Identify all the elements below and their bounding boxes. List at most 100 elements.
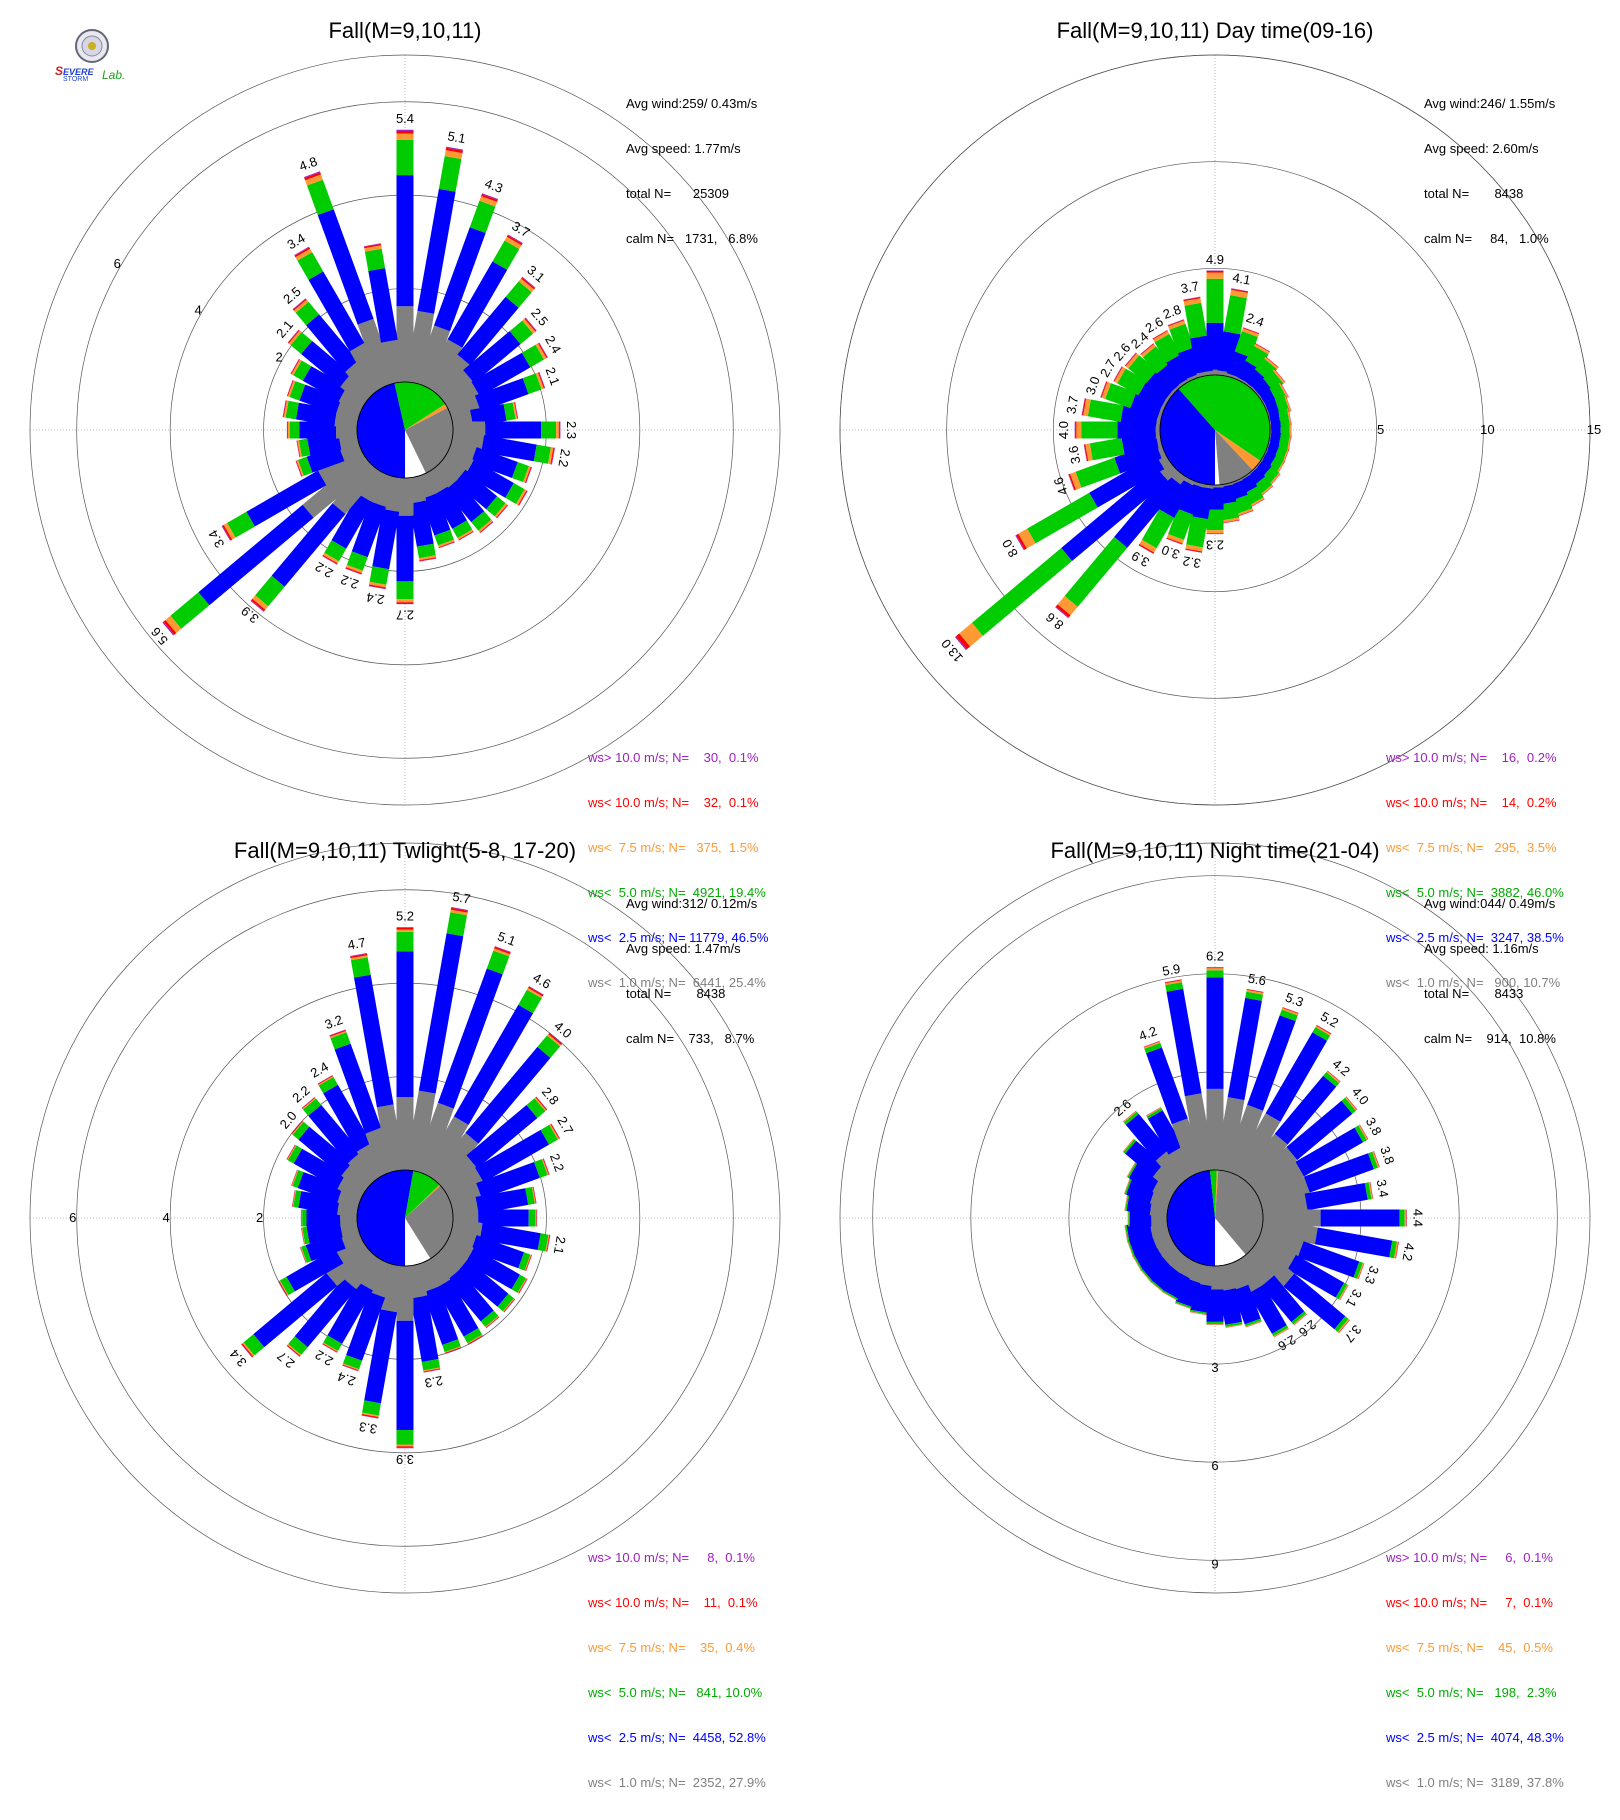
bar-segment-lt10 (536, 1210, 537, 1227)
bar-value-label: 4.9 (1206, 252, 1224, 267)
bar-segment-lt5 (302, 1210, 306, 1227)
bar-value-label: 2.6 (1275, 1332, 1298, 1354)
bar-value-label: 3.8 (1363, 1115, 1385, 1138)
bar-value-label: 2.3 (1206, 538, 1224, 553)
legend-lt10: ws< 10.0 m/s; N= 11, 0.1% (588, 1595, 766, 1610)
bar-value-label: 3.3 (1362, 1264, 1382, 1286)
legend-lt25: ws< 2.5 m/s; N= 4458, 52.8% (588, 1730, 766, 1745)
wind-stats: Avg wind:312/ 0.12m/s Avg speed: 1.47m/s… (626, 866, 757, 1076)
bar-value-label: 4.6 (1051, 475, 1071, 497)
bar-value-label: 5.2 (396, 909, 414, 924)
bar-segment-lt25 (485, 422, 541, 439)
bar-segment-lt25 (1321, 1210, 1400, 1227)
bar-segment-lt75 (1207, 273, 1224, 279)
calm-count: calm N= 84, 1.0% (1424, 231, 1555, 246)
legend-lt75: ws< 7.5 m/s; N= 45, 0.5% (1386, 1640, 1564, 1655)
ring-label: 3 (1211, 1360, 1218, 1375)
svg-text:STORM: STORM (63, 76, 88, 83)
bar-value-label: 5.1 (496, 928, 518, 948)
bar-value-label: 3.2 (323, 1012, 345, 1032)
panel-title: Fall(M=9,10,11) Night time(21-04) (810, 838, 1620, 864)
bar-segment-lt5 (439, 156, 462, 192)
bar-value-label: 5.7 (451, 889, 471, 907)
bar-value-label: 3.9 (396, 1452, 414, 1467)
bar-segment-gt10 (397, 604, 414, 605)
bar-value-label: 3.7 (1063, 395, 1081, 415)
bar-segment-lt25 (397, 1321, 414, 1430)
avg-wind: Avg wind:044/ 0.49m/s (1424, 896, 1556, 911)
direction-bar-0: 5.2 (396, 909, 414, 1170)
ring-label: 5 (1377, 422, 1384, 437)
bar-value-label: 2.1 (551, 1235, 569, 1255)
direction-bars: 6.25.65.35.24.24.03.83.83.44.44.23.33.13… (1111, 949, 1426, 1354)
legend-gt10: ws> 10.0 m/s; N= 6, 0.1% (1386, 1550, 1564, 1565)
bar-value-label: 4.4 (1410, 1209, 1425, 1227)
bar-segment-gt10 (397, 130, 414, 131)
bar-segment-lt5 (307, 180, 334, 215)
total-count: total N= 25309 (626, 186, 758, 201)
bar-value-label: 3.3 (358, 1419, 378, 1437)
bar-value-label: 2.4 (1244, 310, 1266, 330)
direction-bars: 5.45.14.33.73.12.52.42.12.32.22.72.42.22… (148, 111, 579, 648)
bar-segment-lt5 (397, 581, 414, 599)
total-count: total N= 8438 (626, 986, 757, 1001)
bar-segment-lt5 (397, 1430, 414, 1445)
bar-segment-lt10 (287, 422, 288, 439)
bar-segment-lt5 (1400, 1210, 1405, 1227)
bar-value-label: 5.4 (396, 111, 414, 126)
bar-segment-lt75 (288, 422, 290, 439)
bar-segment-lt10 (1406, 1210, 1407, 1227)
avg-speed: Avg speed: 1.47m/s (626, 941, 757, 956)
ring-label: 6 (69, 1210, 76, 1225)
ring-label: 4 (195, 303, 202, 318)
bar-value-label: 2.7 (1097, 357, 1119, 380)
bar-segment-lt25 (1207, 977, 1224, 1089)
total-count: total N= 8433 (1424, 986, 1556, 1001)
bar-segment-lt5 (1207, 970, 1224, 977)
ring-label: 9 (1211, 1556, 1218, 1571)
bar-segment-lt10 (1207, 533, 1224, 534)
bar-segment-lt10 (1207, 271, 1224, 273)
bar-value-label: 2.2 (339, 572, 361, 592)
bar-segment-lt10 (397, 928, 414, 930)
legend-lt1: ws< 1.0 m/s; N= 2352, 27.9% (588, 1775, 766, 1790)
legend-lt10: ws< 10.0 m/s; N= 14, 0.2% (1386, 795, 1564, 810)
total-count: total N= 8438 (1424, 186, 1555, 201)
bar-value-label: 2.8 (1161, 302, 1183, 322)
bar-value-label: 2.1 (543, 365, 563, 387)
bar-segment-lt75 (397, 599, 414, 602)
bar-segment-lt5 (447, 912, 467, 936)
svg-text:Lab.: Lab. (102, 68, 125, 82)
bar-value-label: 2.4 (542, 333, 564, 356)
legend-lt10: ws< 10.0 m/s; N= 7, 0.1% (1386, 1595, 1564, 1610)
bar-segment-lt5 (397, 140, 414, 175)
bar-value-label: 2.6 (1143, 314, 1166, 336)
bar-segment-lt75 (1076, 422, 1081, 439)
legend-gt10: ws> 10.0 m/s; N= 16, 0.2% (1386, 750, 1564, 765)
ring-label: 6 (114, 256, 121, 271)
bar-segment-lt5 (290, 422, 300, 439)
bar-segment-lt75 (397, 134, 414, 140)
bar-segment-lt25 (397, 951, 414, 1097)
bar-value-label: 5.1 (446, 128, 466, 146)
legend-lt1: ws< 1.0 m/s; N= 3189, 37.8% (1386, 1775, 1564, 1790)
bar-segment-lt75 (302, 1210, 303, 1227)
panel-title: Fall(M=9,10,11) Twlight(5-8, 17-20) (0, 838, 810, 864)
wind-stats: Avg wind:259/ 0.43m/s Avg speed: 1.77m/s… (626, 66, 758, 276)
bar-value-label: 4.6 (530, 970, 553, 992)
bar-value-label: 4.1 (1231, 270, 1251, 288)
bar-value-label: 3.4 (284, 230, 307, 252)
bar-value-label: 4.2 (1137, 1023, 1159, 1043)
severe-storm-lab-logo: SEVERE STORM Lab. (50, 28, 140, 83)
bar-value-label: 6.2 (1206, 949, 1224, 964)
bar-segment-lt75 (1405, 1210, 1407, 1227)
avg-speed: Avg speed: 1.77m/s (626, 141, 758, 156)
calm-count: calm N= 914, 10.8% (1424, 1031, 1556, 1046)
bar-segment-lt75 (397, 1445, 414, 1447)
bar-segment-lt75 (1207, 530, 1224, 533)
speed-legend: ws> 10.0 m/s; N= 8, 0.1% ws< 10.0 m/s; N… (588, 1520, 766, 1820)
bar-segment-lt10 (1075, 422, 1076, 439)
bar-segment-lt5 (1128, 1210, 1129, 1227)
